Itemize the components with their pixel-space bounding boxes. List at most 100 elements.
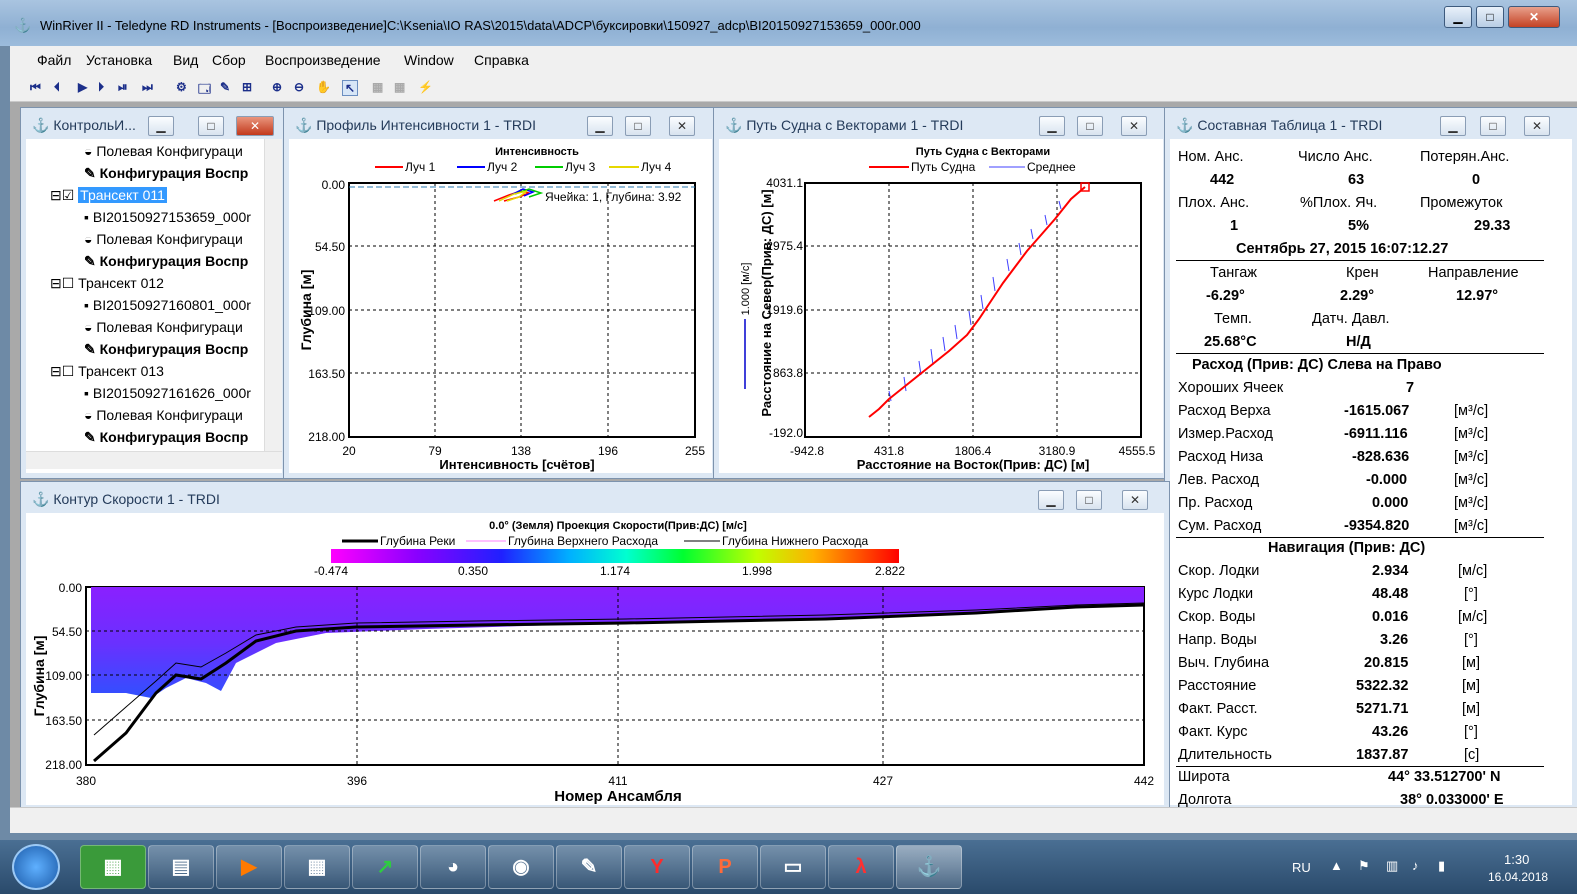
first-icon[interactable]: ⏮ [30, 80, 41, 94]
pan-icon[interactable]: ✋ [316, 80, 331, 94]
network-icon[interactable]: ▥ [1386, 858, 1399, 873]
media-player-icon[interactable]: ▶ [216, 845, 282, 889]
step-icon[interactable]: ⏵ [98, 80, 105, 94]
list-item[interactable]: ▪ BI20150927153659_000r [84, 209, 251, 225]
list-item[interactable]: ✎ Конфигурация Воспр [84, 341, 249, 357]
settings-icon[interactable]: 🗔 [198, 82, 212, 96]
table-value: 29.33 [1474, 218, 1511, 234]
control-window: ⚓ КонтрольИ... ▁ □ ✕ ◒ Полевая Конфигура… [21, 108, 287, 478]
contour-maximize[interactable]: □ [1076, 490, 1102, 510]
menu-view[interactable]: Вид [173, 52, 199, 68]
menu-file[interactable]: Файл [37, 52, 72, 68]
menu-help[interactable]: Справка [474, 52, 529, 68]
lat-label: Широта [1178, 769, 1230, 785]
list-item[interactable]: ✎ Конфигурация Воспр [84, 429, 249, 445]
volume-icon[interactable]: ♪ [1412, 858, 1419, 873]
start-button[interactable] [12, 844, 60, 890]
control-maximize[interactable]: □ [198, 116, 224, 136]
paint-icon[interactable]: ✎ [556, 845, 622, 889]
explorer-icon[interactable]: ▤ [148, 845, 214, 889]
zoom-out-icon[interactable]: ⊖ [294, 80, 305, 94]
contour-xtick: 380 [76, 774, 96, 788]
list-item[interactable]: ◒ Полевая Конфигураци [84, 319, 243, 335]
chart-app-icon[interactable]: ↗ [352, 845, 418, 889]
tray-arrow-icon[interactable]: ▲ [1330, 858, 1343, 873]
nav-label: Выч. Глубина [1178, 655, 1270, 671]
legend-bottom-depth: Глубина Нижнего Расхода [722, 534, 869, 548]
minimize-button[interactable]: ▁ [1444, 6, 1472, 28]
config-icon[interactable]: ⚙ [176, 80, 187, 94]
close-button[interactable]: ✕ [1508, 6, 1560, 28]
table-minimize[interactable]: ▁ [1440, 116, 1466, 136]
pointer-icon[interactable]: ↖ [342, 80, 359, 96]
intensity-close[interactable]: ✕ [669, 116, 695, 136]
language-indicator[interactable]: RU [1292, 860, 1311, 875]
clock-date[interactable]: 16.04.2018 [1488, 870, 1549, 884]
acrobat-icon[interactable]: λ [828, 845, 894, 889]
zoom-in-icon[interactable]: ⊕ [272, 80, 283, 94]
flag-icon[interactable]: ⚑ [1358, 858, 1370, 873]
intensity-maximize[interactable]: □ [625, 116, 651, 136]
intensity-cell-label: Ячейка: 1, Глубина: 3.92 [545, 190, 682, 204]
maximize-button[interactable]: □ [1476, 6, 1504, 28]
list-item[interactable]: ⊟☐ Трансект 012 [50, 275, 164, 291]
legend-top-depth: Глубина Верхнего Расхода [508, 534, 658, 548]
list-item[interactable]: ▪ BI20150927161626_000r [84, 385, 251, 401]
table-close[interactable]: ✕ [1524, 116, 1550, 136]
horizontal-scrollbar[interactable] [26, 451, 282, 469]
list-item[interactable]: ⊟☐ Трансект 013 [50, 363, 164, 379]
discharge-value: -1615.067 [1344, 403, 1410, 419]
nav-label: Расстояние [1178, 678, 1257, 694]
track-close[interactable]: ✕ [1121, 116, 1147, 136]
intensity-ytick: 218.00 [308, 430, 345, 444]
yandex-icon[interactable]: Y [624, 845, 690, 889]
clock-time[interactable]: 1:30 [1504, 852, 1530, 867]
toolbar: ⏮ ⏴ ▶ ⏵ ⏯ ⏭ ⚙ 🗔 ✎ ⊞ ⊕ ⊖ ✋ ↖ ▦ ▦ ⚡ [10, 74, 1577, 102]
track-xtick: 3180.9 [1039, 444, 1076, 458]
list-item[interactable]: ▪ BI20150927160801_000r [84, 297, 251, 313]
legend-beam3: Луч 3 [565, 160, 596, 174]
menu-setup[interactable]: Установка [86, 52, 153, 68]
signal-icon[interactable]: ▮ [1438, 858, 1446, 873]
calendar-app-icon[interactable]: ▦ [80, 845, 146, 889]
edit-icon[interactable]: ✎ [220, 80, 231, 94]
list-item[interactable]: ◒ Полевая Конфигураци [84, 231, 243, 247]
contour-close[interactable]: ✕ [1122, 490, 1148, 510]
track-ytick: -192.0 [769, 426, 803, 440]
play-icon[interactable]: ▶ [78, 80, 88, 94]
last-icon[interactable]: ⏭ [142, 80, 153, 94]
powerpoint-icon[interactable]: P [692, 845, 758, 889]
nav-unit: [°] [1464, 586, 1478, 602]
nav-title: Навигация (Прив: ДС) [1268, 540, 1426, 556]
discharge-label: Измер.Расход [1178, 426, 1273, 442]
winriver-taskbar-icon[interactable]: ⚓ [896, 845, 962, 889]
track-minimize[interactable]: ▁ [1039, 116, 1065, 136]
list-item[interactable]: ◒ Полевая Конфигураци [84, 407, 243, 423]
calculator-icon[interactable]: ▦ [284, 845, 350, 889]
pause-icon[interactable]: ⏯ [118, 80, 128, 94]
intensity-minimize[interactable]: ▁ [587, 116, 613, 136]
lightning-icon[interactable]: ⚡ [418, 80, 433, 94]
contour-minimize[interactable]: ▁ [1038, 490, 1064, 510]
menu-window[interactable]: Window [404, 52, 454, 68]
vertical-scrollbar[interactable] [264, 139, 282, 451]
menu-acquire[interactable]: Сбор [212, 52, 246, 68]
photo-viewer-icon[interactable]: ▭ [760, 845, 826, 889]
list-item[interactable]: ✎ Конфигурация Воспр [84, 165, 249, 181]
prev-icon[interactable]: ⏴ [54, 80, 61, 94]
control-close[interactable]: ✕ [236, 116, 274, 136]
control-minimize[interactable]: ▁ [148, 116, 174, 136]
track-maximize[interactable]: □ [1077, 116, 1103, 136]
table-maximize[interactable]: □ [1480, 116, 1506, 136]
chrome-icon[interactable]: ◉ [488, 845, 554, 889]
list-item[interactable]: ◒ Полевая Конфигураци [84, 143, 243, 159]
grid-icon[interactable]: ⊞ [242, 80, 253, 94]
menu-playback[interactable]: Воспроизведение [265, 52, 381, 68]
nav-label: Напр. Воды [1178, 632, 1257, 648]
list-item[interactable]: ✎ Конфигурация Воспр [84, 253, 249, 269]
pie-app-icon[interactable]: ◕ [420, 845, 486, 889]
table-header: Крен [1346, 265, 1379, 281]
table-header: Промежуток [1420, 195, 1503, 211]
list-item[interactable]: ⊟☑ Трансект 011 [50, 187, 167, 203]
nav-unit: [м/с] [1458, 563, 1488, 579]
